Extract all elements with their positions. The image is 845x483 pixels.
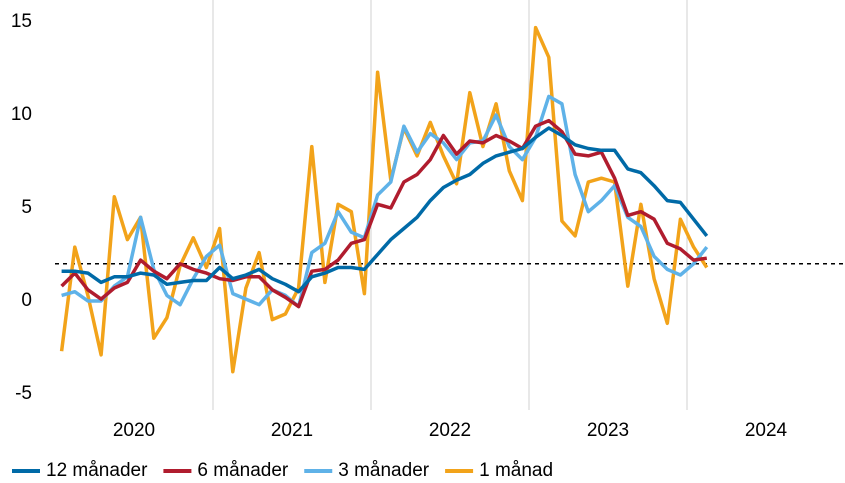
x-tick-label: 2023 bbox=[587, 420, 629, 441]
y-tick-label: 0 bbox=[21, 290, 32, 311]
legend-label: 3 månader bbox=[338, 460, 430, 481]
y-tick-label: 5 bbox=[21, 197, 32, 218]
y-tick-label: 15 bbox=[11, 11, 32, 32]
y-tick-label: -5 bbox=[15, 383, 32, 404]
series-line bbox=[59, 25, 709, 374]
x-tick-label: 2022 bbox=[429, 420, 471, 441]
legend-label: 6 månader bbox=[197, 460, 289, 481]
x-tick-label: 2021 bbox=[271, 420, 313, 441]
series-line bbox=[61, 126, 709, 294]
x-tick-label: 2020 bbox=[113, 420, 155, 441]
legend-label: 12 månader bbox=[46, 460, 148, 481]
legend-label: 1 månad bbox=[479, 460, 553, 481]
series-line bbox=[60, 118, 708, 309]
x-tick-label: 2024 bbox=[745, 420, 788, 441]
y-tick-label: 10 bbox=[11, 104, 32, 125]
series-line bbox=[61, 94, 709, 309]
